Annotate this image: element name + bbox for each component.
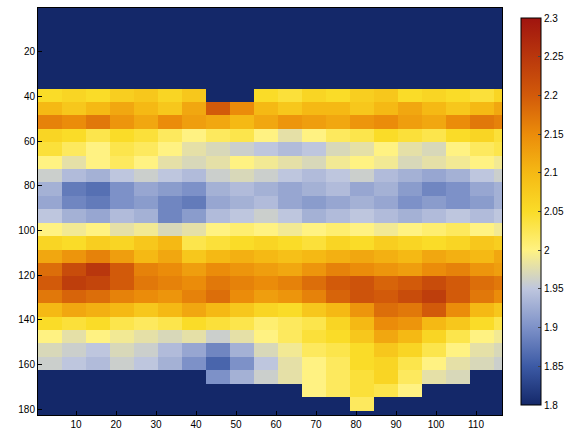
svg-text:90: 90: [390, 419, 402, 430]
svg-text:2.15: 2.15: [544, 129, 564, 140]
svg-text:80: 80: [24, 180, 36, 191]
svg-text:140: 140: [18, 314, 35, 325]
svg-text:2.05: 2.05: [544, 206, 564, 217]
svg-text:180: 180: [18, 404, 35, 415]
svg-text:2: 2: [544, 245, 550, 256]
svg-text:20: 20: [110, 419, 122, 430]
svg-text:50: 50: [230, 419, 242, 430]
svg-text:70: 70: [310, 419, 322, 430]
svg-text:2.3: 2.3: [544, 13, 558, 24]
svg-text:2.2: 2.2: [544, 90, 558, 101]
svg-text:80: 80: [350, 419, 362, 430]
svg-text:10: 10: [70, 419, 82, 430]
svg-text:1.9: 1.9: [544, 322, 558, 333]
svg-text:1.95: 1.95: [544, 283, 564, 294]
svg-text:2.25: 2.25: [544, 51, 564, 62]
svg-text:40: 40: [24, 91, 36, 102]
svg-text:110: 110: [468, 419, 484, 430]
svg-text:2.1: 2.1: [544, 167, 558, 178]
svg-text:60: 60: [24, 136, 36, 147]
svg-text:20: 20: [24, 46, 36, 57]
svg-text:1.85: 1.85: [544, 361, 564, 372]
svg-text:160: 160: [18, 359, 35, 370]
svg-text:100: 100: [18, 225, 35, 236]
svg-text:30: 30: [150, 419, 162, 430]
svg-text:120: 120: [18, 270, 35, 281]
svg-text:60: 60: [270, 419, 282, 430]
svg-text:100: 100: [428, 419, 445, 430]
svg-text:1.8: 1.8: [544, 400, 558, 411]
svg-text:40: 40: [190, 419, 202, 430]
